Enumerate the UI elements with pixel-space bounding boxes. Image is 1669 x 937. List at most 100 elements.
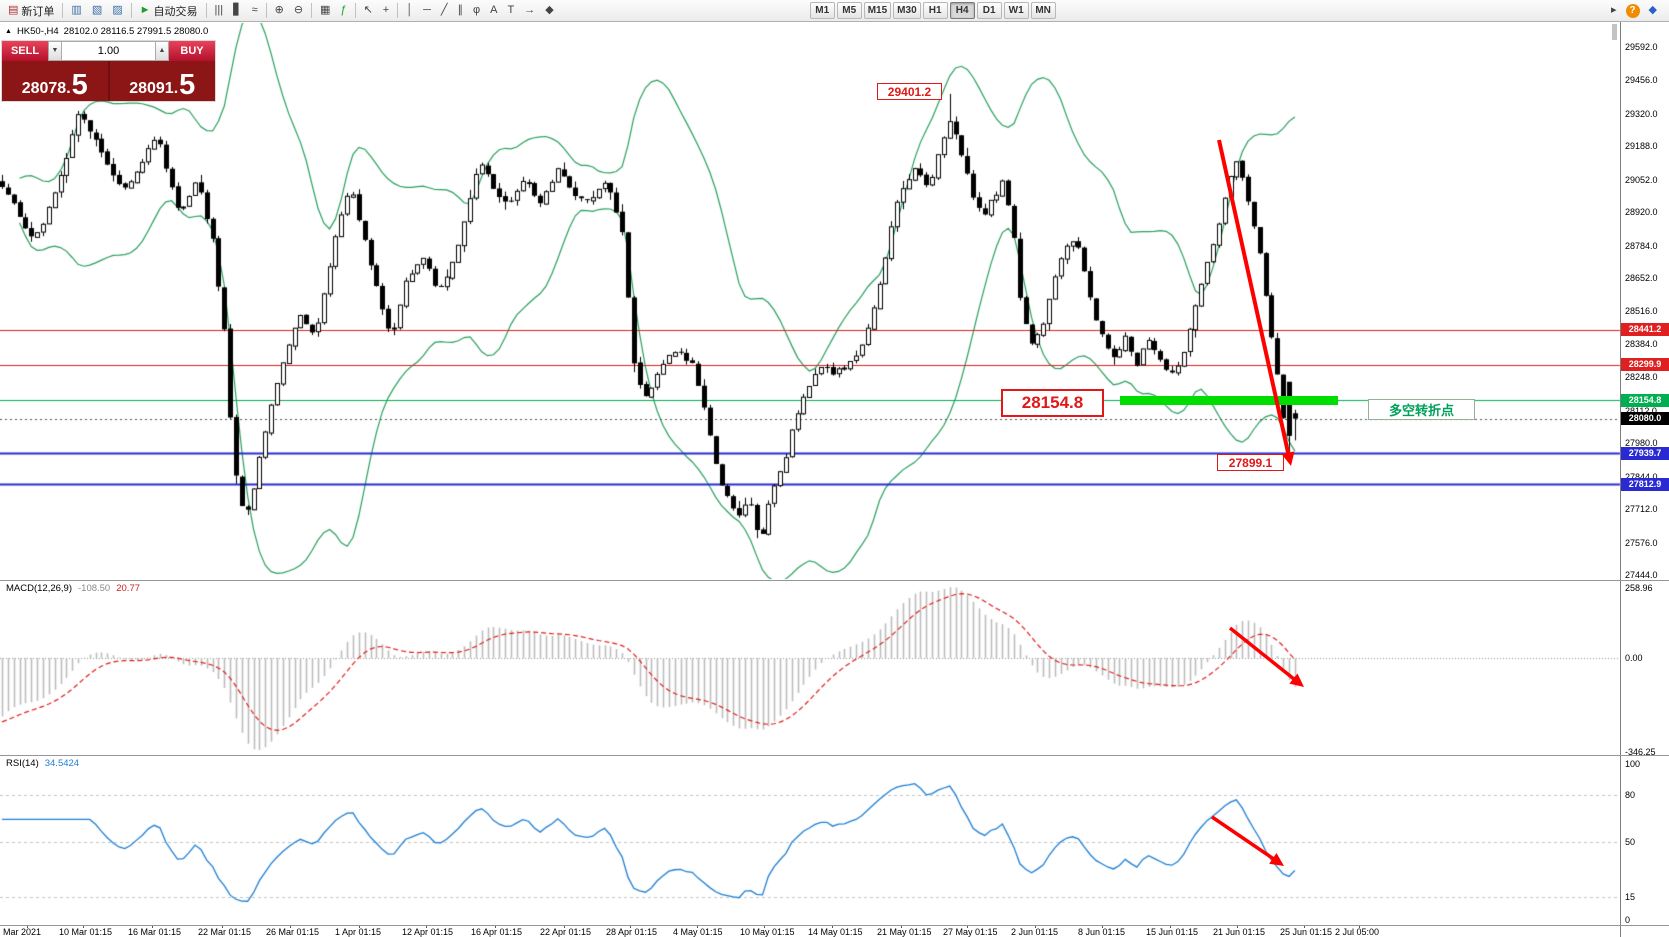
zoom-out-button[interactable]: ⊖: [289, 1, 308, 20]
timeframe-h4[interactable]: H4: [949, 2, 975, 19]
chart-scrollbar[interactable]: [1612, 24, 1617, 40]
time-axis-label: 2 Jul 05:00: [1335, 927, 1380, 937]
toolbar-separator: [265, 3, 267, 18]
toolbar-separator: [205, 3, 207, 18]
price-axis-label: 28384.0: [1625, 338, 1658, 349]
timeframe-d1[interactable]: D1: [976, 2, 1002, 19]
price-axis-label: 29592.0: [1625, 42, 1658, 52]
time-axis-label: 1 Apr 01:15: [335, 927, 382, 937]
support-zone-highlight[interactable]: [1120, 396, 1338, 406]
annotation-swing-low[interactable]: 27899.1: [1217, 454, 1284, 471]
trendline-icon: ╱: [440, 4, 448, 16]
price-divider: [107, 61, 110, 101]
crosshair-button[interactable]: +: [378, 1, 394, 20]
time-axis-tick: [426, 925, 427, 928]
rsi-axis-label: 80: [1625, 790, 1636, 801]
fibonacci-button[interactable]: φ: [468, 1, 485, 20]
label-button[interactable]: T: [503, 1, 520, 20]
chart-shift-button[interactable]: ▸: [1606, 1, 1622, 20]
shapes-button[interactable]: ◆: [540, 1, 558, 20]
toolbar-separator: [354, 3, 356, 18]
cursor-button[interactable]: ↖: [359, 1, 378, 20]
navigator-button[interactable]: ▧: [87, 1, 107, 20]
terminal-button[interactable]: ▨: [107, 1, 127, 20]
trendline-button[interactable]: ╱: [436, 1, 453, 20]
sell-price-pip: 5: [71, 69, 88, 102]
rsi-panel-splitter[interactable]: [0, 755, 1669, 756]
price-axis-label: 27576.0: [1625, 537, 1658, 548]
time-axis-tick: [1359, 925, 1360, 928]
auto-trading-button[interactable]: ► 自动交易: [135, 1, 203, 20]
text-button[interactable]: A: [485, 1, 502, 20]
price-tag: 27812.9: [1621, 477, 1669, 491]
tile-windows-button[interactable]: ▦: [315, 1, 335, 20]
new-order-button[interactable]: ▤ 新订单: [3, 1, 59, 20]
timeframe-m5[interactable]: M5: [836, 2, 862, 19]
zoom-in-button[interactable]: ⊕: [270, 1, 289, 20]
candle-chart-button[interactable]: ▋: [228, 1, 246, 20]
indicators-button[interactable]: ƒ: [335, 1, 351, 20]
channel-button[interactable]: ∥: [453, 1, 469, 20]
cursor-icon: ↖: [363, 4, 373, 16]
timeframe-w1[interactable]: W1: [1003, 2, 1029, 19]
macd-main-value: -108.50: [78, 583, 111, 594]
buy-button[interactable]: BUY: [169, 41, 215, 61]
vertical-line-button[interactable]: │: [401, 1, 418, 20]
time-axis-tick: [1237, 925, 1238, 928]
timeframe-h1[interactable]: H1: [922, 2, 948, 19]
macd-axis-label: 258.96: [1625, 583, 1653, 593]
timeframe-toolbar: M1 M5 M15 M30 H1 H4 D1 W1 MN: [809, 2, 1057, 19]
line-chart-button[interactable]: ≈: [247, 1, 263, 20]
price-axis-label: 27844.0: [1625, 471, 1658, 482]
price-axis-label: 27980.0: [1625, 438, 1658, 449]
timeframe-m15[interactable]: M15: [863, 2, 892, 19]
time-axis-tick: [290, 925, 291, 928]
price-axis-label: 29188.0: [1625, 141, 1658, 152]
line-chart-icon: ≈: [251, 4, 258, 16]
timeframe-mn[interactable]: MN: [1030, 2, 1056, 19]
annotation-turning-point[interactable]: 多空转折点: [1368, 399, 1475, 420]
shapes-icon: ◆: [545, 4, 554, 16]
time-axis-label: Mar 2021: [3, 927, 42, 937]
market-watch-button[interactable]: ▥: [66, 1, 86, 20]
price-axis-label: 27444.0: [1625, 570, 1658, 580]
volume-input[interactable]: [62, 41, 155, 61]
macd-axis-label: -346.25: [1625, 747, 1656, 757]
price-tag: 28154.8: [1621, 393, 1669, 407]
auto-trading-button-label: 自动交易: [153, 5, 198, 18]
timeframe-m30[interactable]: M30: [893, 2, 921, 19]
time-axis-label: 22 Apr 01:15: [540, 927, 592, 937]
annotation-swing-high[interactable]: 29401.2: [877, 83, 942, 100]
price-tag: 28299.9: [1621, 358, 1669, 372]
time-axis-tick: [1035, 925, 1036, 928]
volume-increase-button[interactable]: ▲: [155, 41, 169, 61]
time-axis-tick: [1102, 925, 1103, 928]
terminal-icon: ▨: [112, 4, 123, 16]
time-axis-label: 22 Mar 01:15: [198, 927, 252, 937]
price-axis-label: 28652.0: [1625, 273, 1658, 284]
price-axis-label: 29052.0: [1625, 174, 1658, 185]
volume-decrease-button[interactable]: ▼: [48, 41, 62, 61]
toolbar-separator: [130, 3, 132, 18]
community-icon: ◆: [1648, 4, 1657, 16]
community-button[interactable]: ◆: [1644, 1, 1662, 20]
bar-chart-button[interactable]: |||: [210, 1, 229, 20]
timeframe-m1[interactable]: M1: [809, 2, 835, 19]
time-axis-label: 2 Jun 01:15: [1011, 927, 1059, 937]
toolbar-separator: [62, 3, 64, 18]
horizontal-line-button[interactable]: ─: [418, 1, 436, 20]
macd-panel-splitter[interactable]: [0, 580, 1669, 581]
price-axis-label: 28112.0: [1625, 405, 1657, 416]
text-icon: A: [490, 4, 498, 16]
time-axis-tick: [222, 925, 223, 928]
price-axis-label: 28248.0: [1625, 372, 1658, 383]
price-axis-label: 28920.0: [1625, 207, 1658, 218]
arrows-button[interactable]: →: [519, 1, 540, 20]
annotation-key-level[interactable]: 28154.8: [1001, 389, 1104, 417]
sell-button[interactable]: SELL: [2, 41, 48, 61]
one-click-trading-panel: SELL ▼ ▲ BUY 28078. 5 28091. 5: [2, 41, 215, 101]
help-button[interactable]: ?: [1625, 3, 1640, 18]
collapse-arrow-icon[interactable]: ▲: [5, 28, 12, 35]
